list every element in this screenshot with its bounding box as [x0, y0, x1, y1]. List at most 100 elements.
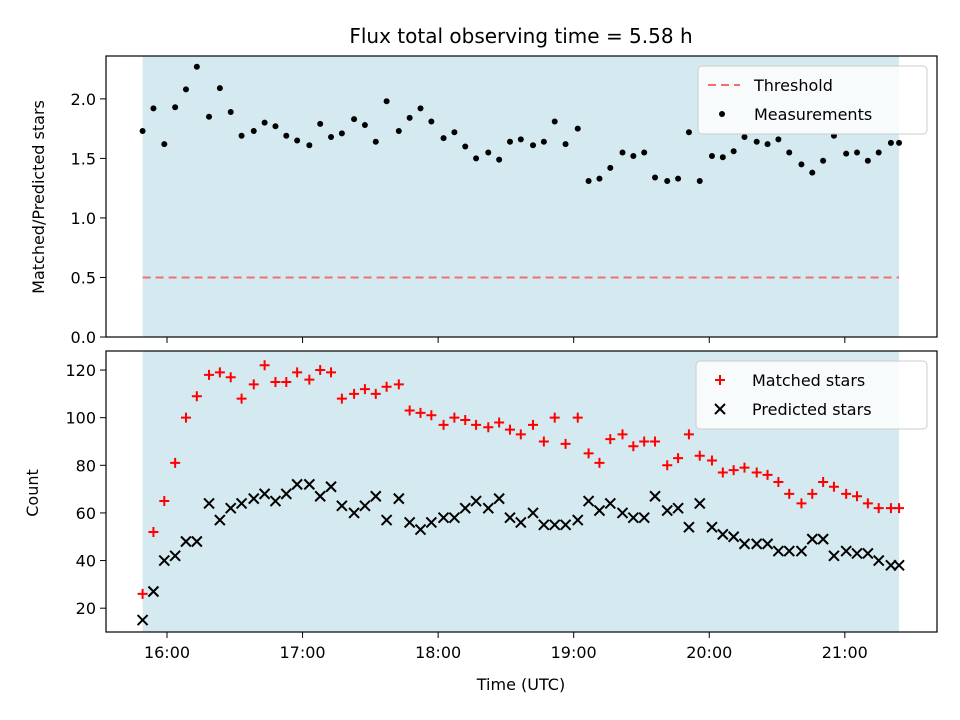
measurement-point [854, 149, 861, 156]
predicted-star-point [459, 502, 471, 514]
predicted-star-point [348, 507, 360, 519]
predicted-star-point [582, 495, 595, 507]
matched-star-point [683, 429, 694, 440]
matched-star-point [326, 367, 337, 378]
predicted-star-point [448, 511, 461, 524]
matched-star-point [818, 476, 829, 487]
legend-box [697, 65, 928, 135]
matched-star-point [650, 436, 661, 447]
measurement-point [496, 156, 503, 163]
predicted-star-point [325, 481, 337, 493]
measurement-point [294, 137, 301, 144]
measurement-point [182, 86, 189, 93]
legend-label: Threshold [753, 76, 833, 95]
measurement-point [585, 178, 592, 185]
legend-box [695, 360, 928, 430]
measurement-point [206, 113, 213, 120]
predicted-star-point [370, 490, 382, 502]
measurement-point [764, 141, 771, 148]
predicted-star-point [504, 511, 516, 524]
y-tick-label: 2.0 [71, 90, 96, 109]
matched-star-point [404, 405, 415, 416]
matched-star-point [336, 393, 347, 404]
x-tick-label: 19:00 [551, 643, 597, 662]
x-axis-label: Time (UTC) [476, 675, 565, 694]
matched-star-point [449, 412, 460, 423]
matched-star-point [773, 476, 784, 487]
matched-star-point [605, 434, 616, 445]
x-tick-label: 21:00 [822, 643, 868, 662]
measurement-point [775, 136, 782, 143]
measurement-point [753, 138, 760, 145]
y-tick-label: 1.0 [71, 209, 96, 228]
matched-star-point [349, 388, 360, 399]
matched-star-point [148, 526, 159, 537]
predicted-star-point [191, 535, 203, 548]
predicted-star-point [649, 490, 661, 502]
measurement-point [462, 143, 469, 150]
matched-star-point [204, 369, 215, 380]
legend-label: Measurements [754, 105, 872, 124]
measurement-point [172, 104, 179, 111]
predicted-star-point [425, 516, 438, 529]
measurement-point [351, 116, 358, 123]
matched-star-point [438, 419, 449, 430]
measurement-point [216, 85, 223, 92]
y-tick-label: 80 [76, 456, 96, 475]
predicted-star-point [214, 514, 226, 526]
predicted-star-point [783, 545, 795, 557]
matched-star-point [259, 360, 270, 371]
predicted-star-point [336, 500, 348, 512]
predicted-star-point [147, 585, 160, 598]
predicted-star-point [627, 511, 640, 524]
predicted-star-point [482, 502, 494, 514]
matched-star-point [381, 381, 392, 392]
predicted-star-point [180, 535, 192, 548]
matched-star-point [180, 412, 191, 423]
predicted-star-point [559, 519, 572, 531]
measurement-point [506, 138, 513, 145]
predicted-star-point [303, 478, 316, 491]
matched-star-point [617, 429, 628, 440]
y-tick-label: 1.5 [71, 149, 96, 168]
matched-star-point [426, 410, 437, 421]
matched-star-point [894, 503, 905, 514]
matched-star-point [717, 467, 728, 478]
predicted-star-point [258, 488, 271, 500]
measurement-point [306, 142, 313, 149]
measurement-point [820, 157, 827, 164]
measurement-point [741, 133, 748, 140]
matched-star-point [515, 429, 526, 440]
measurement-point [798, 161, 805, 168]
matched-star-point [304, 374, 315, 385]
measurement-point [485, 149, 492, 156]
measurement-point [161, 141, 168, 148]
bottom-y-axis-label: Count [23, 469, 42, 517]
matched-star-point [639, 436, 650, 447]
predicted-star-point [314, 490, 326, 502]
x-tick-label: 18:00 [415, 643, 461, 662]
measurement-point [395, 128, 402, 135]
matched-star-point [504, 424, 515, 435]
legend-label: Matched stars [752, 371, 865, 390]
matched-star-point [762, 469, 773, 480]
matched-star-point [828, 481, 839, 492]
predicted-star-point [169, 550, 181, 562]
predicted-star-point [772, 545, 785, 557]
matched-star-point [528, 419, 539, 430]
y-tick-label: 60 [76, 504, 96, 523]
measurement-point [887, 139, 894, 146]
predicted-star-point [414, 523, 427, 536]
matched-star-point [137, 588, 148, 599]
measurement-point [328, 133, 335, 140]
measurement-point [551, 118, 558, 125]
ratio-panel: 0.0 0.5 1.0 1.5 2.0 Threshold Measurements [71, 55, 938, 347]
measurement-point [540, 138, 547, 145]
matched-star-point [538, 436, 549, 447]
matched-star-point [225, 372, 236, 383]
measurement-point [875, 149, 882, 156]
matched-star-point [662, 460, 673, 471]
legend-measurement-swatch [719, 111, 725, 117]
measurement-point [696, 178, 703, 185]
